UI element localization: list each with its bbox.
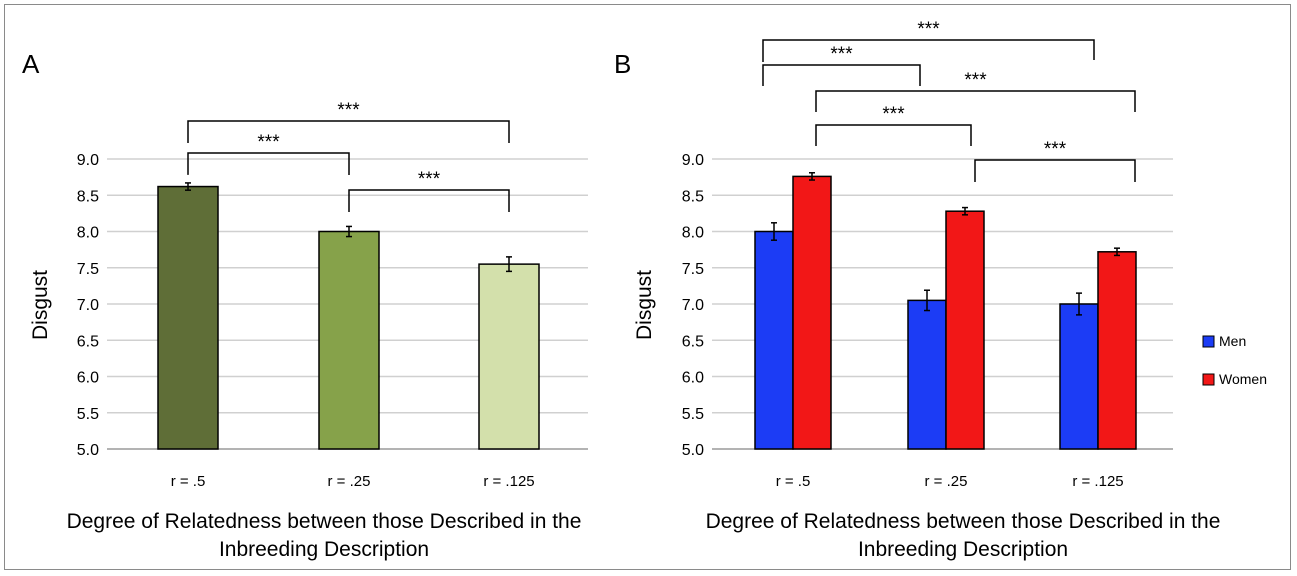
panel-a-y-tick-label: 5.5 — [77, 406, 99, 423]
panel-a-x-tick-label: r = .125 — [483, 473, 534, 490]
panel-a-y-tick-label: 8.5 — [77, 188, 99, 205]
panel-a-bar — [157, 185, 219, 450]
panel-b-x-tick-label: r = .125 — [1072, 473, 1123, 490]
panel-b-significance-label: *** — [917, 19, 940, 40]
panel-a-bar — [318, 230, 380, 450]
panel-a-bar — [478, 263, 540, 450]
panel-b-bar-men — [1059, 303, 1099, 450]
panel-b-y-tick-label: 8.0 — [682, 225, 704, 242]
panel-b-x-axis-title-line-2: Inbreeding Description — [858, 538, 1068, 561]
panel-b-bracket — [974, 159, 1136, 182]
panel-a: A Disgust 5.0 5.5 6.0 6.5 7.0 7.5 8.0 8.5 9.0 r … — [22, 49, 588, 561]
panel-a-significance-label: *** — [257, 132, 280, 153]
legend-swatch-women — [1202, 373, 1215, 386]
panel-a-significance-label: *** — [337, 100, 360, 121]
panel-b-bar-men — [754, 230, 794, 450]
panel-a-y-tick-label: 6.0 — [77, 370, 99, 387]
panel-b-y-tick-label: 5.0 — [682, 442, 704, 459]
panel-a-y-tick-label: 7.0 — [77, 297, 99, 314]
panel-a-bracket — [187, 152, 350, 175]
panel-b: B Disgust 5.0 5.5 6.0 6.5 7.0 7.5 8.0 8.5 9.0 r … — [614, 19, 1267, 561]
panel-b-significance-label: *** — [830, 44, 853, 65]
panel-b-bracket — [762, 64, 921, 86]
panel-b-label: B — [614, 49, 631, 79]
panel-a-bracket — [348, 189, 510, 212]
panel-a-x-tick-label: r = .25 — [328, 473, 371, 490]
panel-b-significance-label: *** — [964, 70, 987, 91]
panel-a-y-tick-label: 8.0 — [77, 225, 99, 242]
panel-a-y-tick-label: 5.0 — [77, 442, 99, 459]
panel-a-y-axis-title: Disgust — [29, 270, 52, 340]
panel-b-significance-label: *** — [882, 104, 905, 125]
panel-b-bracket — [762, 39, 1095, 62]
panel-a-y-tick-label: 7.5 — [77, 261, 99, 278]
legend-label-women: Women — [1219, 371, 1267, 387]
panel-a-y-tick-label: 9.0 — [77, 152, 99, 169]
panel-b-bracket — [815, 90, 1136, 112]
panel-a-significance-label: *** — [418, 169, 441, 190]
panel-b-y-tick-label: 5.5 — [682, 406, 704, 423]
panel-b-bar-men — [907, 299, 947, 450]
panel-a-label: A — [22, 49, 40, 79]
legend-swatch-men — [1202, 335, 1215, 348]
panel-b-bar-women — [945, 210, 985, 450]
panel-b-y-tick-label: 8.5 — [682, 188, 704, 205]
panel-b-x-tick-label: r = .5 — [776, 473, 811, 490]
panel-b-y-tick-label: 9.0 — [682, 152, 704, 169]
panel-b-bar-women — [792, 175, 832, 450]
panel-a-x-axis-title-line-1: Degree of Relatedness between those Desc… — [67, 510, 582, 533]
legend: Men Women — [1202, 333, 1267, 387]
panel-b-y-tick-label: 7.0 — [682, 297, 704, 314]
figure-border — [4, 4, 1291, 570]
panel-b-y-tick-label: 6.5 — [682, 333, 704, 350]
panel-b-y-tick-label: 7.5 — [682, 261, 704, 278]
panel-a-bracket — [187, 120, 510, 143]
panel-a-x-tick-label: r = .5 — [171, 473, 206, 490]
legend-label-men: Men — [1219, 333, 1246, 349]
panel-b-y-axis-title: Disgust — [633, 270, 656, 340]
panel-b-y-tick-label: 6.0 — [682, 370, 704, 387]
panel-b-bar-women — [1097, 251, 1137, 450]
panel-b-x-axis-title-line-1: Degree of Relatedness between those Desc… — [706, 510, 1221, 533]
panel-b-significance-label: *** — [1044, 139, 1067, 160]
panel-b-bracket — [815, 124, 972, 146]
panel-a-y-tick-label: 6.5 — [77, 333, 99, 350]
panel-a-x-axis-title-line-2: Inbreeding Description — [219, 538, 429, 561]
panel-b-x-tick-label: r = .25 — [925, 473, 968, 490]
